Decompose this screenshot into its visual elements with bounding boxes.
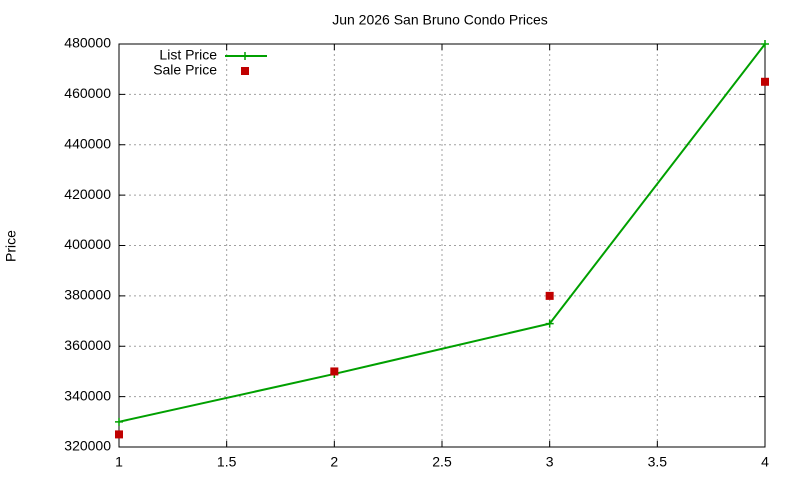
x-tick-label: 2 <box>330 454 338 470</box>
chart-title: Jun 2026 San Bruno Condo Prices <box>332 12 548 28</box>
x-tick-label: 1 <box>115 454 123 470</box>
x-tick-label: 4 <box>761 454 769 470</box>
legend-swatch <box>241 52 249 60</box>
x-tick-label: 2.5 <box>432 454 452 470</box>
series-line <box>118 43 766 423</box>
data-point <box>115 430 123 439</box>
y-tick-label: 320000 <box>64 438 111 454</box>
data-point <box>761 40 769 48</box>
y-tick-label: 340000 <box>64 387 111 403</box>
legend-label: List Price <box>159 47 217 63</box>
legend-swatch <box>241 67 249 75</box>
y-axis-label: Price <box>3 230 19 262</box>
data-point <box>545 319 554 328</box>
y-tick-label: 480000 <box>64 35 111 51</box>
x-tick-label: 1.5 <box>217 454 237 470</box>
y-tick-label: 380000 <box>64 287 111 303</box>
data-point <box>545 291 554 300</box>
y-tick-label: 440000 <box>64 135 111 151</box>
y-tick-label: 400000 <box>64 236 111 252</box>
y-tick-label: 460000 <box>64 85 111 101</box>
data-point <box>330 367 339 376</box>
data-point <box>115 417 123 426</box>
x-tick-label: 3 <box>546 454 554 470</box>
y-tick-label: 360000 <box>64 337 111 353</box>
legend-label: Sale Price <box>153 62 217 78</box>
data-point <box>761 77 769 86</box>
y-tick-label: 420000 <box>64 186 111 202</box>
plot-border <box>118 43 766 448</box>
x-tick-label: 3.5 <box>648 454 668 470</box>
